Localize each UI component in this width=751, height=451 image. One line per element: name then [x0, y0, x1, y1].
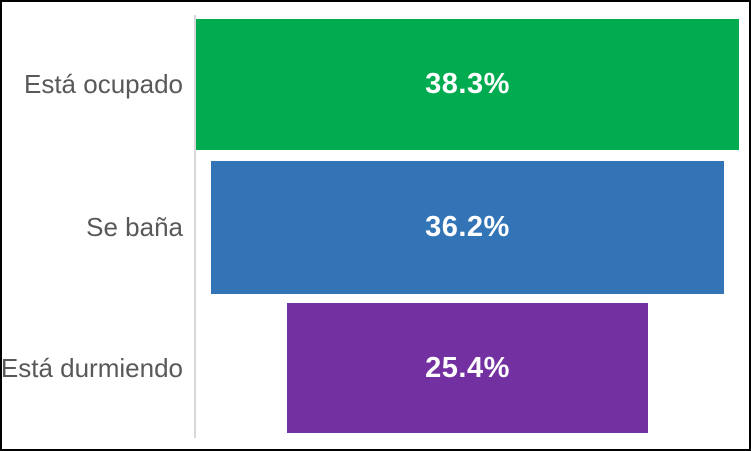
- bar-value-label-se-bana: 36.2%: [425, 211, 510, 243]
- bar-value-label-esta-durmiendo: 25.4%: [425, 351, 510, 384]
- category-label-esta-durmiendo: Está durmiendo: [0, 352, 183, 383]
- category-axis-line: [194, 15, 196, 438]
- bar-esta-ocupado: 38.3%: [196, 19, 739, 150]
- category-label-se-bana: Se baña: [86, 212, 183, 242]
- category-label-esta-ocupado: Está ocupado: [23, 69, 183, 99]
- bar-value-label-esta-ocupado: 38.3%: [425, 68, 510, 100]
- bar-esta-durmiendo: 25.4%: [287, 303, 648, 433]
- bar-se-bana: 36.2%: [210, 161, 725, 294]
